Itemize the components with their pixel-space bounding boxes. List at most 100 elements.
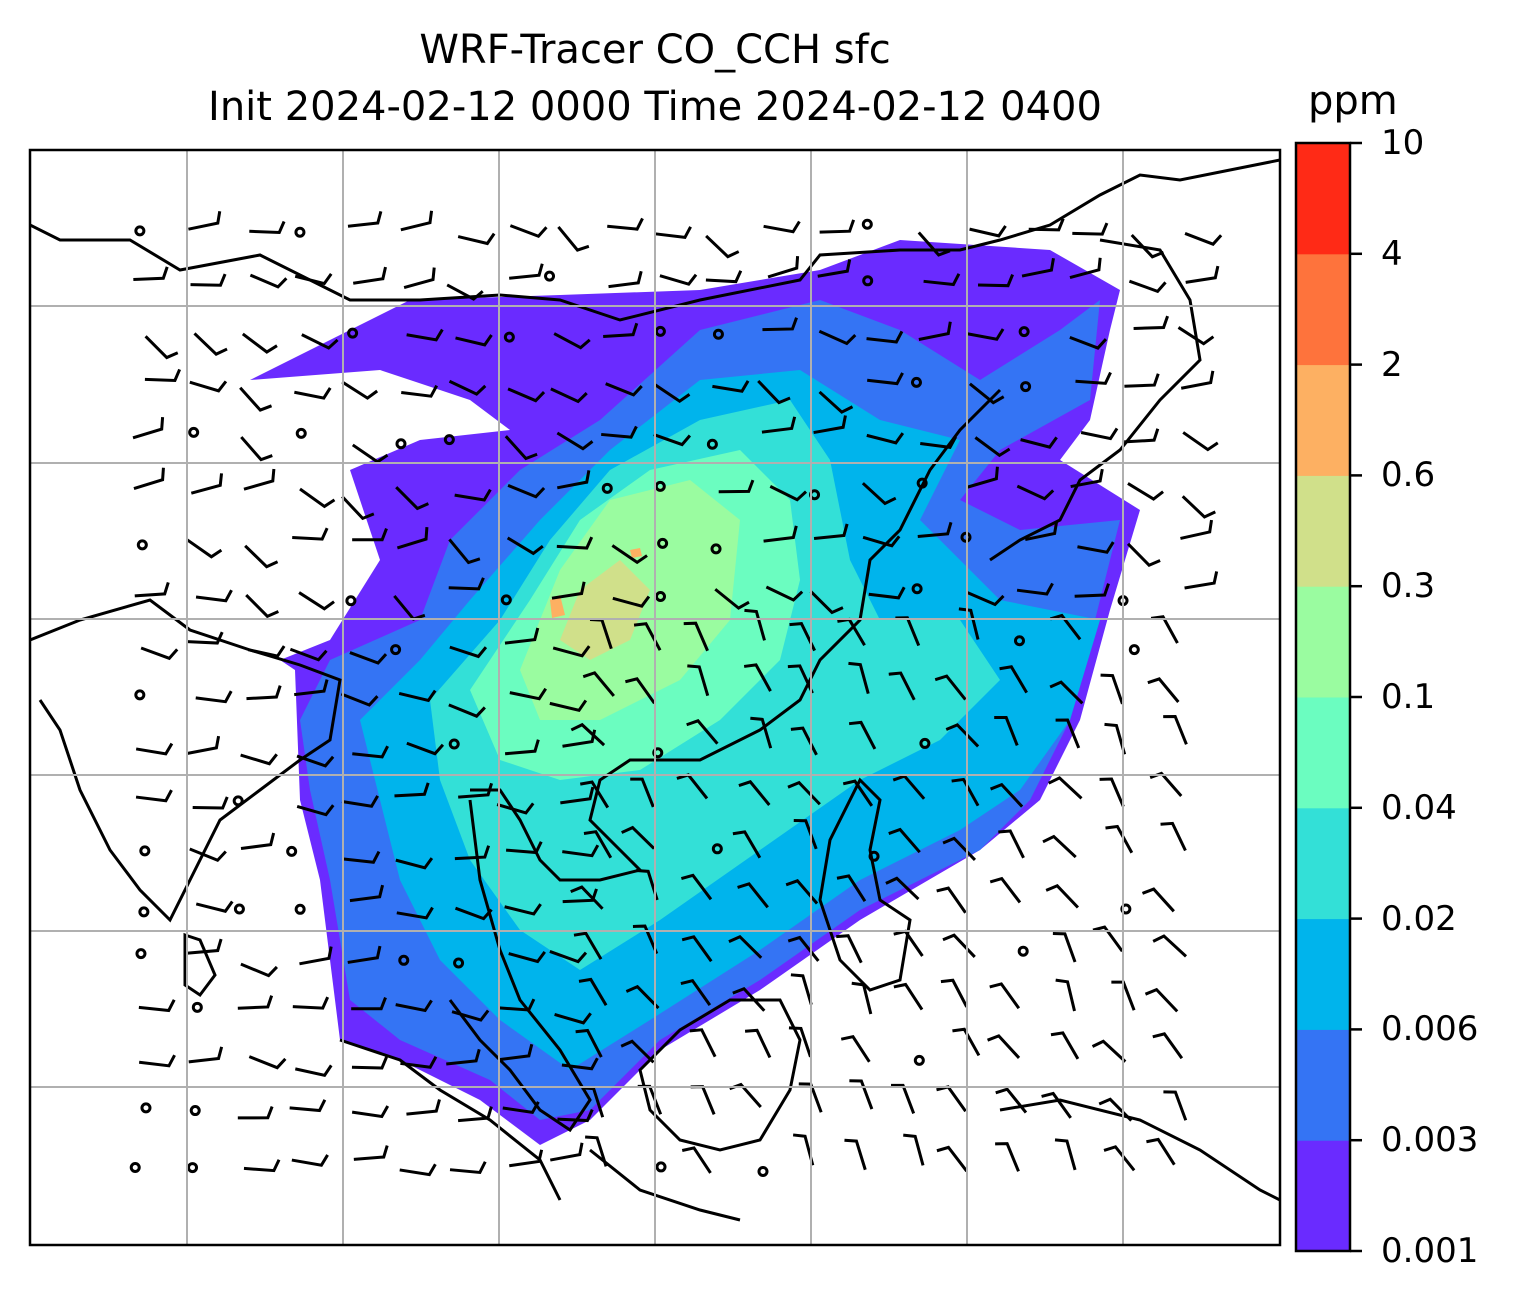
wind-barb [681, 935, 713, 963]
wind-barb [836, 874, 867, 902]
colorbar-bin [1296, 253, 1350, 366]
wind-barb [138, 999, 176, 1013]
wind-barb [987, 1034, 1021, 1059]
calm-wind-marker [286, 845, 298, 857]
coastline-japan [989, 238, 1202, 562]
wind-barb [732, 830, 762, 859]
wind-barb [809, 590, 844, 615]
wind-barb [1052, 932, 1077, 963]
wind-barb [352, 745, 389, 759]
wind-barb [496, 802, 535, 815]
colorbar-bin [1296, 1029, 1350, 1141]
wind-barb [509, 1149, 544, 1168]
wind-barb [457, 1106, 493, 1123]
colorbar-bin [1296, 586, 1350, 698]
wind-barb [1021, 258, 1055, 278]
wind-barb [289, 647, 328, 662]
wind-barb [630, 777, 655, 808]
wind-barb [1050, 1031, 1080, 1060]
calm-wind-marker [140, 1102, 152, 1114]
wind-barb [1149, 771, 1183, 797]
wind-barb [551, 581, 586, 600]
wind-barb [790, 973, 813, 1006]
wind-barb [1185, 265, 1220, 284]
wind-barb [1020, 436, 1058, 449]
coastlines [30, 158, 1280, 1222]
wind-barb [341, 380, 379, 400]
calm-wind-marker [919, 737, 931, 749]
wind-barb [570, 885, 604, 910]
wind-barb [1072, 222, 1109, 236]
wind-barb [401, 384, 439, 398]
calm-wind-marker [135, 948, 147, 960]
wind-barb [195, 900, 234, 913]
wind-barb [842, 779, 874, 807]
wind-barb [352, 266, 387, 285]
wind-barb [446, 283, 484, 301]
wind-barb [399, 1163, 437, 1177]
colorbar-bin [1296, 918, 1350, 1030]
wind-barb [394, 782, 430, 798]
calm-wind-marker [654, 325, 666, 337]
wind-barb [185, 538, 223, 559]
calm-wind-marker [136, 539, 148, 551]
wind-barb [454, 488, 492, 502]
wind-barb [1133, 315, 1169, 330]
wind-barb [457, 232, 496, 246]
wind-barb [934, 674, 967, 701]
wind-barb [140, 646, 179, 661]
wind-barb [1184, 571, 1219, 590]
wind-barb [654, 226, 692, 240]
wind-barb [888, 671, 916, 701]
wind-barb [448, 703, 486, 718]
colorbar-tick-label: 2 [1381, 344, 1403, 385]
wind-barb [296, 804, 335, 817]
map-frame [28, 148, 1282, 1247]
wind-barb [767, 256, 800, 279]
wind-barb [133, 467, 165, 490]
wind-barb [509, 263, 544, 280]
wind-barb [298, 591, 335, 611]
wind-barb [728, 934, 763, 959]
wind-barb [549, 950, 588, 964]
wind-barb [705, 270, 743, 284]
wind-barb [406, 1099, 441, 1116]
wind-barb [135, 742, 174, 756]
calm-wind-marker [1120, 903, 1132, 915]
wind-barb [1152, 1032, 1184, 1060]
wind-barb [1124, 428, 1160, 444]
wind-barb [744, 608, 766, 641]
wind-barb [1150, 615, 1179, 644]
colorbar-tick-label: 10 [1381, 123, 1425, 163]
wind-barb [819, 219, 856, 234]
wind-barb [1091, 1039, 1127, 1063]
wind-barb [612, 595, 651, 608]
wind-barb [1048, 776, 1083, 800]
wind-barb [680, 873, 713, 901]
wind-barb [1184, 232, 1223, 246]
wind-barb [578, 977, 608, 1007]
wind-barb [240, 962, 278, 978]
wind-barb [763, 525, 798, 543]
wind-barb [844, 1138, 867, 1171]
wind-barb [1075, 371, 1112, 385]
wind-barb [241, 332, 278, 354]
wind-barb [406, 741, 445, 756]
wind-barb [687, 664, 710, 697]
calm-wind-marker [655, 1161, 667, 1173]
wind-barb [750, 716, 773, 749]
wind-barb [301, 333, 339, 350]
wind-barb [683, 621, 709, 652]
wind-barb [195, 690, 233, 704]
wind-barb [848, 661, 870, 695]
wind-barb [968, 382, 1005, 405]
wind-barb [190, 273, 227, 287]
calm-wind-marker [601, 482, 613, 494]
wind-barb [351, 997, 387, 1011]
wind-barb [888, 827, 921, 854]
wind-barb [246, 685, 282, 701]
calm-wind-marker [500, 594, 512, 606]
wind-barb [585, 1135, 608, 1167]
wind-barb [936, 886, 967, 914]
wind-barb [395, 486, 429, 511]
